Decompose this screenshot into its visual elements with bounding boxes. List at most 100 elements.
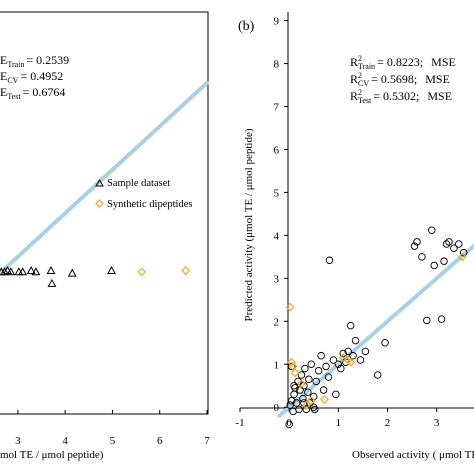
panel-b-data-point [381, 339, 389, 347]
panel-b-data-point [450, 244, 458, 253]
panel-b-fit-line [277, 243, 474, 418]
panel-b-data-point [300, 381, 308, 390]
panel-b-data-point [299, 394, 307, 403]
panel-b-stat-test: R2 Test = 0.5302; MSE [350, 88, 452, 105]
panel-b-data-point [312, 377, 320, 386]
panel-b-y-tick-label: 1 [274, 359, 280, 371]
panel-a-x-tick-label: 7 [204, 435, 210, 447]
panel-a-points [0, 265, 191, 287]
panel-b-data-point [325, 256, 334, 265]
panel-a-x-tick-label: 4 [62, 435, 68, 447]
panel-b-data-point [287, 362, 296, 371]
panel-a-stat-train: ETrain = 0.2539 [0, 53, 69, 69]
panel-b-data-point [301, 364, 309, 373]
panel-b-y-tick-label: 0 [274, 402, 280, 414]
panel-b-data-point [346, 357, 356, 367]
panel-b-data-point [361, 347, 370, 356]
panel-b-x-tick-label: 2 [385, 417, 391, 429]
panel-b-y-tick-label: 9 [274, 16, 280, 28]
panel-b-data-point [295, 405, 303, 414]
panel-b: (b) -1 0 1 2 3 0 1 2 3 4 5 6 7 8 9 R2 Train = 0.8223; MS… [235, 12, 474, 461]
panel-a-data-point [18, 267, 28, 276]
legend-synthetic-dipeptides: Synthetic dipeptides [107, 199, 192, 210]
panel-a-data-point [137, 267, 147, 277]
panel-b-data-point [297, 371, 306, 379]
panel-b-data-point [287, 397, 296, 405]
panel-b-data-point [301, 400, 311, 410]
panel-b-data-point [349, 351, 357, 360]
panel-b-data-point [423, 316, 431, 325]
panel-b-y-ticks: 0 1 2 3 4 5 6 7 8 9 [274, 16, 288, 414]
panel-a-frame [0, 11, 209, 415]
panel-a-data-point [0, 267, 10, 276]
panel-a-stat-test: ETest = 0.6764 [0, 85, 65, 101]
panel-b-data-point [332, 390, 340, 399]
panel-b-data-point [290, 390, 298, 399]
panel-b-data-point [287, 357, 297, 367]
panel-b-data-point [413, 238, 421, 246]
panel-b-data-point [440, 257, 448, 265]
panel-b-data-point [290, 381, 298, 390]
legend-sample-dataset: Sample dataset [107, 178, 170, 189]
panel-b-data-point [428, 226, 436, 234]
legend-triangle-marker [95, 179, 104, 187]
panel-b-data-point [334, 360, 343, 369]
panel-a-x-ticks: 3 4 5 6 7 [15, 410, 210, 447]
panel-a-stats: ETrain = 0.2539 ECV = 0.4952 ETest = 0.6764 [0, 53, 69, 101]
panel-b-data-point [338, 353, 348, 363]
panel-b-data-point [285, 302, 295, 312]
panel-b-data-point [418, 253, 426, 261]
panel-b-data-point [286, 401, 294, 409]
panel-b-x-tick-label: -1 [235, 417, 244, 429]
panel-b-y-tick-label: 3 [274, 273, 280, 285]
panel-b-data-point [459, 248, 468, 257]
panel-b-data-point [296, 386, 304, 394]
panel-b-data-point [373, 371, 382, 379]
panel-b-x-axis-label: Observed activity ( μmol TE / μmol pepti… [352, 449, 474, 461]
panel-b-label: (b) [238, 19, 255, 34]
panel-a-data-point [181, 266, 191, 276]
panel-b-data-point [297, 379, 306, 389]
panel-b-data-point [445, 238, 453, 246]
panel-b-data-point [430, 261, 438, 270]
panel-b-data-point [285, 420, 293, 429]
panel-b-data-point [337, 364, 345, 373]
panel-b-regression-line [277, 243, 474, 418]
panel-b-data-point [305, 375, 313, 384]
panel-b-data-point [356, 356, 365, 364]
panel-b-x-tick-label: 1 [336, 417, 342, 429]
panel-b-data-point [437, 315, 446, 323]
panel-b-y-axis-label: Predicted activity (μmol TE / μmol pepti… [243, 128, 255, 321]
panel-b-data-point [317, 351, 325, 360]
panel-b-data-point [290, 368, 300, 378]
panel-b-data-point [314, 366, 323, 375]
panel-a-fit-line [0, 80, 209, 276]
panel-b-stat-cv: R2 CV = 0.5698; MSE [350, 71, 450, 88]
panel-a-data-point [46, 265, 56, 274]
panel-b-data-point [442, 240, 451, 248]
panel-a-x-axis-label: mol TE / μmol peptide) [0, 449, 104, 461]
panel-b-data-point [310, 403, 318, 411]
panel-a: 3 4 5 6 7 ETrain = 0.2539 ECV = 0.4952 ETest = … [0, 11, 210, 461]
panel-b-data-point [455, 240, 463, 248]
panel-a-data-point [31, 267, 41, 276]
panel-b-x-tick-label: 3 [434, 417, 440, 429]
panel-b-y-tick-label: 6 [274, 144, 280, 156]
panel-b-data-point [319, 386, 328, 394]
panel-b-y-tick-label: 5 [274, 187, 280, 199]
panel-a-regression-line [0, 80, 209, 276]
panel-a-data-point [67, 268, 77, 277]
panel-b-data-point [344, 347, 352, 356]
panel-b-data-point [329, 356, 338, 364]
panel-b-data-point [307, 360, 316, 369]
panel-b-data-point [457, 252, 467, 262]
panel-a-data-point [107, 265, 116, 274]
panel-b-data-point [410, 242, 419, 250]
panel-a-data-point [47, 278, 57, 287]
panel-b-data-point [351, 336, 360, 345]
panel-b-stat-train: R2 Train = 0.8223; MSE [350, 54, 456, 71]
panel-a-x-tick-label: 3 [15, 435, 21, 447]
panel-b-data-point [306, 396, 316, 406]
panel-b-data-point [339, 349, 348, 358]
